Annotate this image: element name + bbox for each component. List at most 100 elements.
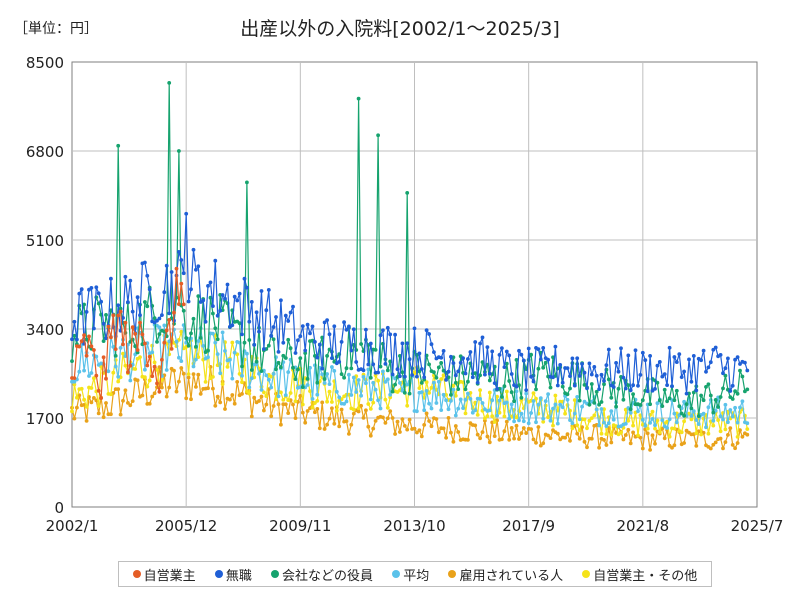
data-point xyxy=(313,410,317,415)
data-point xyxy=(614,361,618,365)
data-point xyxy=(553,344,558,349)
data-point xyxy=(636,409,640,414)
data-point xyxy=(398,381,402,385)
data-point xyxy=(174,339,179,344)
data-point xyxy=(300,385,305,389)
data-point xyxy=(133,332,138,336)
data-point xyxy=(232,294,237,299)
data-point xyxy=(570,421,575,426)
data-point xyxy=(147,401,152,406)
data-point xyxy=(342,402,346,406)
data-point xyxy=(218,371,223,376)
data-point xyxy=(449,354,453,359)
data-point xyxy=(225,365,230,369)
data-point xyxy=(240,380,244,385)
data-point xyxy=(650,433,655,438)
data-point xyxy=(483,416,487,421)
data-point xyxy=(196,264,201,269)
data-point xyxy=(356,409,361,414)
data-point xyxy=(745,427,750,431)
legend-label: 平均 xyxy=(403,568,430,584)
data-point xyxy=(733,405,737,410)
data-point xyxy=(330,356,334,360)
data-point xyxy=(305,409,310,413)
data-point xyxy=(529,374,533,379)
data-point xyxy=(269,374,274,379)
data-point xyxy=(429,406,434,411)
data-point xyxy=(293,416,298,420)
data-point xyxy=(553,402,558,407)
data-point xyxy=(283,356,288,360)
data-point xyxy=(361,368,366,373)
data-point xyxy=(215,352,220,356)
data-point xyxy=(582,417,587,422)
x-tick-label: 2002/1 xyxy=(46,517,99,535)
data-point xyxy=(330,406,334,411)
data-point xyxy=(631,430,635,435)
data-point xyxy=(711,347,716,352)
data-point xyxy=(121,351,125,356)
data-point xyxy=(551,423,555,428)
data-point xyxy=(381,369,385,374)
data-point xyxy=(264,394,269,398)
line-chart: 0 1700 3400 5100 6800 8500 2002/1 2005/12 2009/1… xyxy=(26,54,784,535)
data-point xyxy=(276,360,281,365)
data-point xyxy=(429,385,434,390)
data-point xyxy=(648,354,652,358)
data-point xyxy=(123,274,128,279)
data-point xyxy=(708,393,713,398)
data-point xyxy=(638,373,643,377)
data-point xyxy=(478,397,482,401)
data-point xyxy=(609,432,614,437)
data-point xyxy=(240,364,244,369)
data-point xyxy=(75,405,79,410)
data-point xyxy=(249,414,254,419)
data-point xyxy=(534,440,538,445)
data-point xyxy=(96,404,101,408)
data-point xyxy=(128,363,133,368)
data-point xyxy=(322,427,327,431)
data-point xyxy=(585,445,589,450)
data-point xyxy=(626,418,631,423)
data-point xyxy=(434,375,439,380)
data-point xyxy=(230,340,235,345)
data-point xyxy=(514,423,519,428)
data-point xyxy=(101,321,106,326)
data-point xyxy=(378,364,383,369)
data-point xyxy=(339,372,344,376)
data-point xyxy=(237,321,242,326)
data-point xyxy=(650,417,655,421)
data-point xyxy=(121,342,125,347)
data-point xyxy=(531,391,536,395)
data-point xyxy=(575,431,580,436)
data-point xyxy=(740,434,745,439)
data-point xyxy=(157,365,162,370)
data-point xyxy=(123,363,128,368)
data-point xyxy=(648,421,652,425)
data-point xyxy=(422,408,427,413)
data-point xyxy=(517,418,521,423)
data-point xyxy=(70,359,74,363)
data-point xyxy=(145,273,150,278)
data-point xyxy=(723,440,728,444)
data-point xyxy=(621,397,626,402)
data-point xyxy=(305,322,310,327)
data-point xyxy=(240,392,244,396)
data-point xyxy=(330,400,334,404)
data-point xyxy=(478,341,482,346)
data-point xyxy=(548,436,553,440)
data-point xyxy=(444,435,448,440)
data-point xyxy=(645,431,650,436)
data-point xyxy=(111,370,116,375)
data-point xyxy=(330,365,334,369)
data-point xyxy=(453,413,458,418)
data-point xyxy=(594,407,599,412)
data-point xyxy=(72,376,77,380)
data-point xyxy=(519,352,524,357)
data-point xyxy=(483,372,487,377)
data-point xyxy=(504,389,509,394)
data-point xyxy=(186,375,191,380)
data-point xyxy=(89,286,94,290)
data-point xyxy=(473,371,478,375)
data-point xyxy=(179,359,184,363)
